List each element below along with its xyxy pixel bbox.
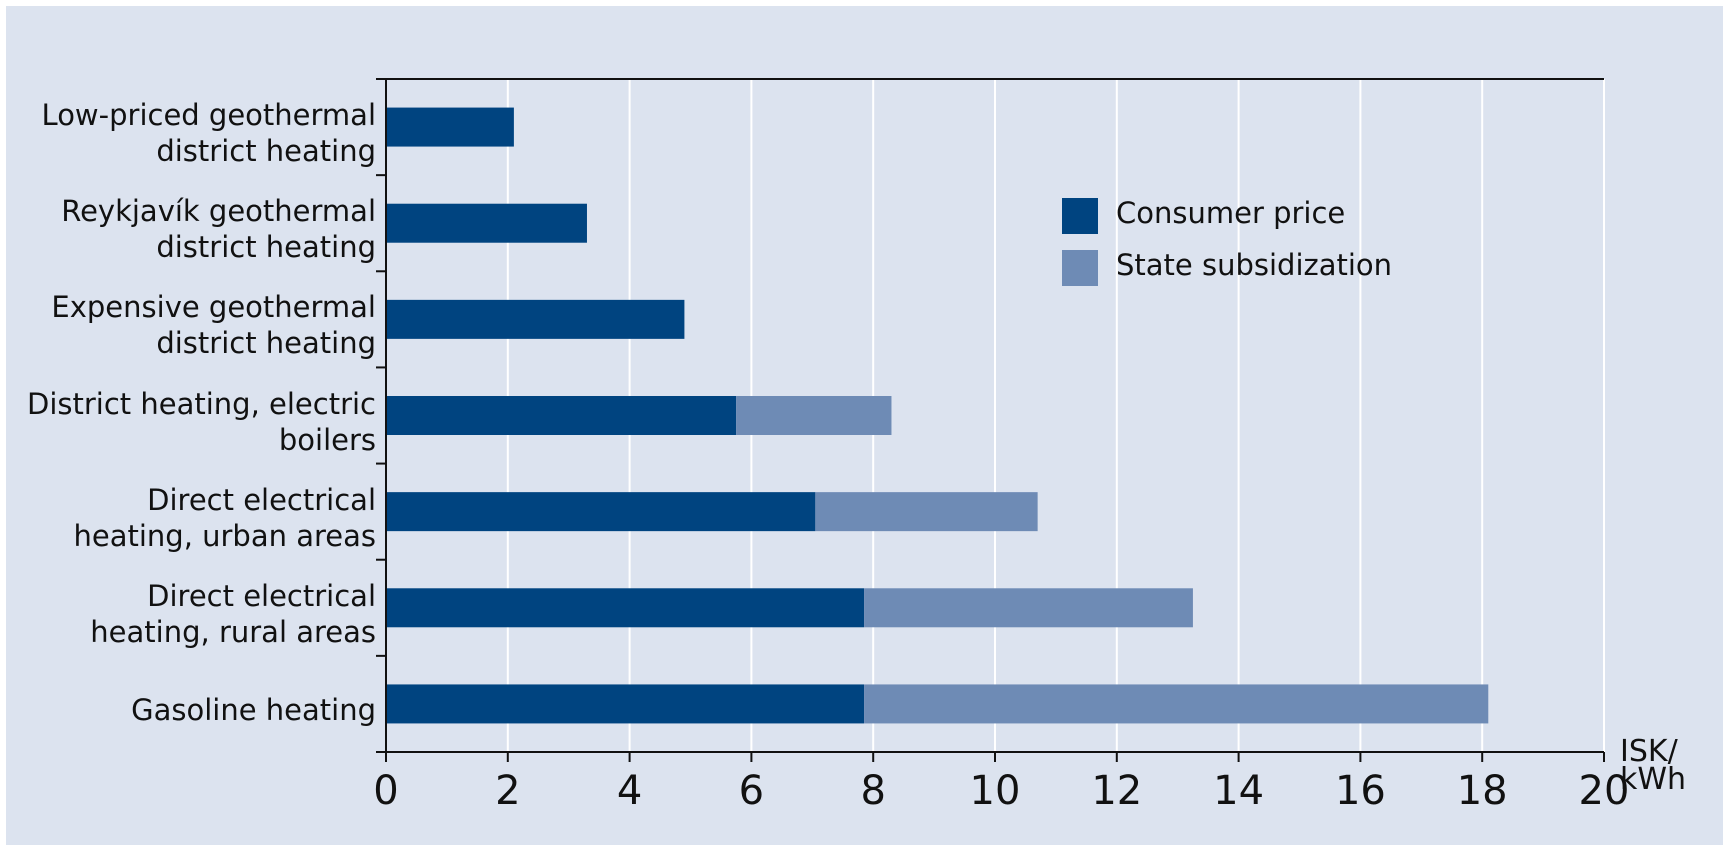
x-tick-label: 10 [970, 768, 1021, 814]
bar-segment [386, 203, 587, 243]
legend-swatch [1062, 198, 1098, 234]
bar-segment [386, 492, 816, 532]
x-axis-label: ISK/ kWh [1620, 734, 1687, 797]
bar-segment [386, 299, 685, 339]
bar-segment [386, 107, 514, 147]
x-tick-label: 2 [495, 768, 520, 814]
legend-swatch [1062, 250, 1098, 286]
bar-segment [815, 492, 1038, 532]
bar-segment [386, 684, 865, 724]
bar-segment [386, 588, 865, 628]
y-tick-label: Direct electrical heating, rural areas [90, 578, 376, 649]
y-tick-label: Direct electrical heating, urban areas [73, 482, 376, 553]
x-tick-label: 14 [1213, 768, 1264, 814]
x-tick-label: 8 [860, 768, 885, 814]
y-tick-label: Gasoline heating [131, 692, 376, 727]
bar-segment [736, 396, 892, 435]
y-tick-label: Reykjavík geothermal district heating [61, 194, 376, 265]
x-tick-label: 16 [1335, 768, 1386, 814]
x-tick-label: 12 [1091, 768, 1142, 814]
plot-area: 0 2 4 6 8 10 12 14 16 18 20 [373, 78, 1630, 814]
x-tick-label: 4 [617, 768, 642, 814]
bar-segment [386, 396, 737, 435]
legend-label: Consumer price [1116, 196, 1346, 230]
bar-segment [864, 684, 1489, 724]
legend-label: State subsidization [1116, 248, 1393, 282]
x-tick-label: 0 [373, 768, 398, 814]
y-tick-label: Low-priced geothermal district heating [41, 98, 376, 169]
bar-segment [864, 588, 1193, 628]
x-tick-label: 6 [739, 768, 764, 814]
y-tick-label: District heating, electric boilers [26, 386, 376, 457]
x-tick-label: 20 [1579, 768, 1630, 814]
y-tick-label: Expensive geothermal district heating [51, 290, 376, 361]
x-tick-label: 18 [1457, 768, 1508, 814]
